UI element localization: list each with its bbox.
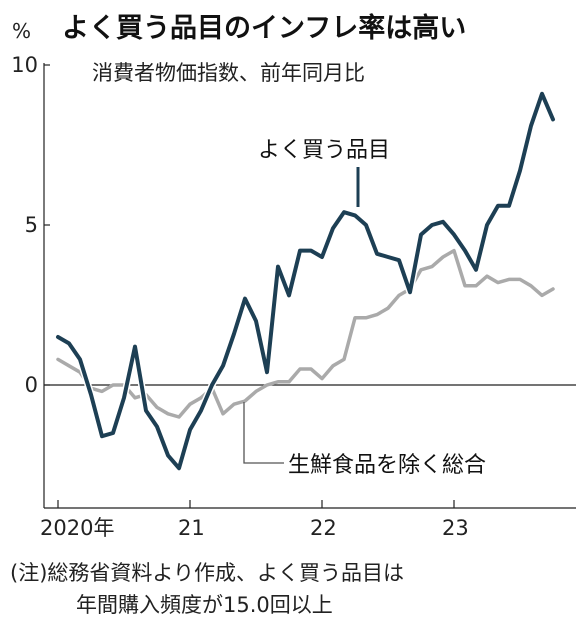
- series-line: [56, 91, 555, 471]
- chart-title: よく買う品目のインフレ率は高い: [62, 12, 466, 44]
- footnote-line-1: (注)総務省資料より作成、よく買う品目は: [10, 561, 404, 585]
- series-leader-line: [243, 402, 284, 464]
- y-unit-label: %: [12, 19, 31, 43]
- x-tick-label: 23: [442, 516, 469, 540]
- axes: [43, 63, 576, 509]
- x-tick-label: 21: [178, 516, 205, 540]
- y-tick-label: 10: [11, 53, 38, 77]
- chart-subtitle: 消費者物価指数、前年同月比: [92, 61, 365, 85]
- series-layer: [54, 90, 557, 472]
- x-tick-label: 2020年: [40, 516, 114, 540]
- x-tick-label: 22: [310, 516, 337, 540]
- series-label: 生鮮食品を除く総合: [288, 453, 486, 478]
- y-tick-label: 0: [25, 373, 38, 397]
- y-tick-label: 5: [25, 213, 38, 237]
- y-tick-labels: 0 5 10: [11, 53, 38, 397]
- x-tick-labels: 2020年 21 22 23: [40, 516, 469, 540]
- series-label: よく買う品目: [258, 138, 390, 163]
- footnote-line-2: 年間購入頻度が15.0回以上: [76, 593, 333, 617]
- series-line: [56, 248, 555, 419]
